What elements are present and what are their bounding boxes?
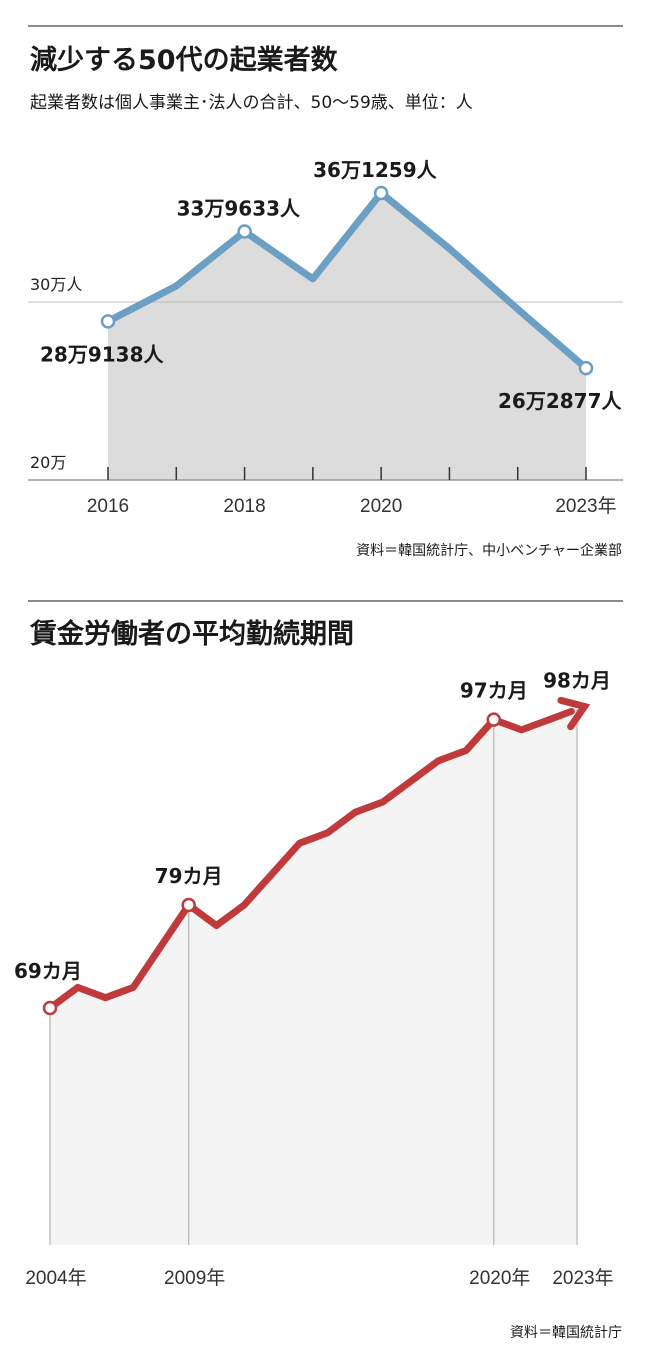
- chart1-title: 減少する50代の起業者数: [30, 45, 338, 76]
- chart1-data-label: 36万1259人: [313, 158, 437, 182]
- chart1-x-tick-label: 2016: [87, 496, 129, 517]
- chart1-data-label: 33万9633人: [177, 196, 301, 220]
- chart2-data-label: 98カ月: [543, 668, 611, 692]
- chart2-point-marker: [181, 897, 196, 913]
- chart1-x-tick-label: 2018: [223, 496, 265, 517]
- chart2-point-marker: [42, 1000, 58, 1016]
- chart2-top-rule: [28, 600, 623, 602]
- chart2-title: 賃金労働者の平均勤続期間: [30, 619, 354, 650]
- chart2-x-tick-label: 2023年: [552, 1267, 613, 1289]
- chart1-plot: 20万 30万人 28万9138人 33万9633人 36万1259人 26万2877人 2…: [28, 158, 623, 517]
- chart2-plot: 69カ月 79カ月 97カ月 98カ月 2004年 2009年 2020年 2023年: [14, 668, 614, 1289]
- chart2-source: 資料＝韓国統計庁: [510, 1325, 622, 1341]
- chart1-series-line: [104, 189, 590, 372]
- chart2-point-marker: [486, 712, 502, 727]
- chart1-y-tick-label: 20万: [30, 453, 66, 472]
- chart1-source: 資料＝韓国統計庁、中小ベンチャー企業部: [356, 543, 622, 559]
- chart1-x-tick-label: 2020: [360, 496, 402, 517]
- chart1-x-tick-label: 2023年: [555, 495, 616, 517]
- chart2-x-tick-label: 2009年: [164, 1267, 225, 1289]
- chart1-data-label: 26万2877人: [498, 389, 622, 413]
- chart1-point-marker: [237, 224, 252, 239]
- chart2-data-label: 97カ月: [460, 679, 528, 703]
- chart2-arrow-head: [557, 696, 591, 731]
- chart2-data-label: 69カ月: [14, 959, 82, 983]
- chart2-area: [50, 709, 577, 1245]
- chart1-point-marker: [100, 314, 116, 329]
- chart2-x-tick-label: 2004年: [25, 1267, 86, 1289]
- chart2-x-tick-label: 2020年: [469, 1267, 530, 1289]
- chart1-data-label: 28万9138人: [40, 342, 164, 366]
- chart1-point-marker: [578, 360, 594, 376]
- chart1-top-rule: [28, 25, 623, 27]
- chart1-subtitle: 起業者数は個人事業主･法人の合計、50〜59歳、単位：人: [30, 93, 473, 113]
- chart1-point-marker: [373, 185, 389, 201]
- chart2-data-label: 79カ月: [155, 864, 223, 888]
- chart1-y-tick-label: 30万人: [30, 275, 82, 294]
